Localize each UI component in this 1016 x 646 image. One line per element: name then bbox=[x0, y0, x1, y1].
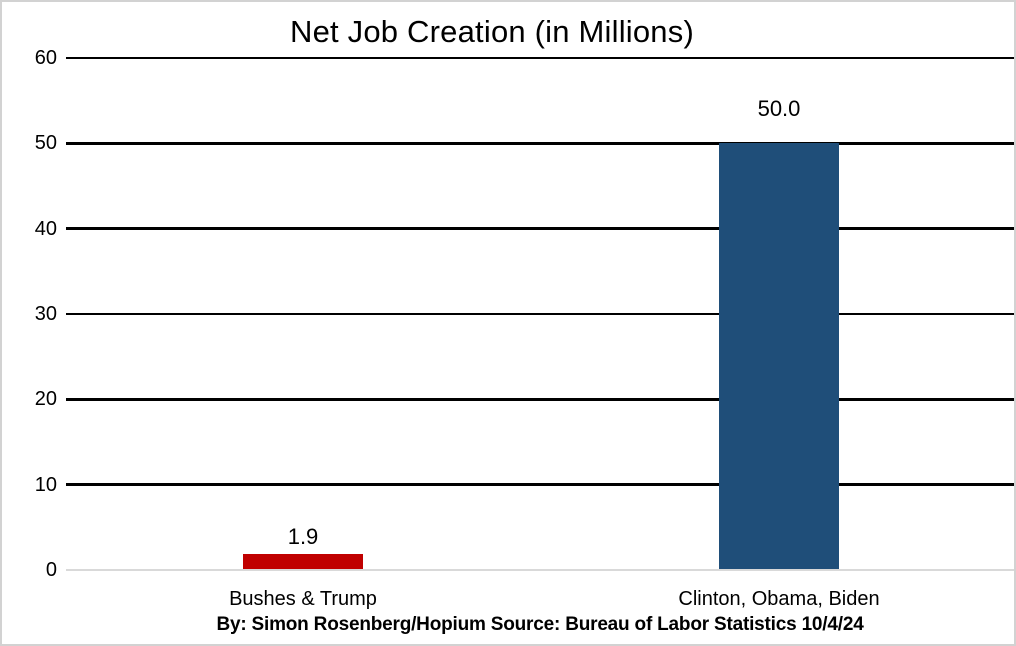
y-tick-label-60: 60 bbox=[34, 47, 57, 69]
bar-bushes-trump bbox=[243, 553, 363, 570]
y-gridline-20 bbox=[66, 398, 1014, 401]
y-tick-label-40: 40 bbox=[34, 217, 57, 240]
y-tick-label-10: 10 bbox=[34, 473, 57, 496]
y-gridline-30 bbox=[66, 312, 1014, 316]
chart-footer: By: Simon Rosenberg/Hopium Source: Burea… bbox=[216, 614, 864, 635]
y-tick-label-50: 50 bbox=[34, 132, 57, 155]
y-gridline-40 bbox=[66, 227, 1014, 230]
chart-title: Net Job Creation (in Millions) bbox=[290, 14, 694, 49]
bar-clinton-obama-biden bbox=[719, 143, 839, 570]
y-gridline-10 bbox=[66, 483, 1014, 486]
bar-value-label-clinton-obama-biden: 50.0 bbox=[757, 96, 801, 122]
category-label-bushes-trump: Bushes & Trump bbox=[229, 588, 377, 610]
category-label-clinton-obama-biden: Clinton, Obama, Biden bbox=[678, 588, 880, 610]
y-tick-label-20: 20 bbox=[34, 388, 57, 411]
y-tick-label-0: 0 bbox=[45, 559, 57, 581]
bar-value-label-bushes-trump: 1.9 bbox=[287, 523, 319, 549]
y-tick-label-30: 30 bbox=[34, 303, 57, 325]
y-gridline-60 bbox=[66, 56, 1014, 60]
x-axis-baseline bbox=[66, 569, 1014, 571]
y-gridline-50 bbox=[66, 142, 1014, 145]
